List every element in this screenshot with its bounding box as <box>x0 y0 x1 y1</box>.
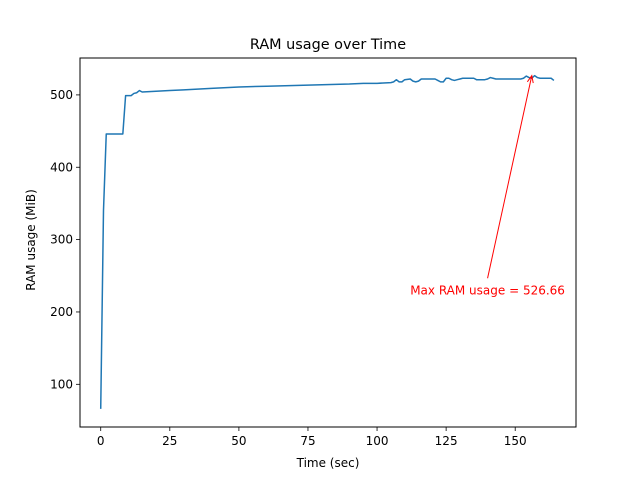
chart-title: RAM usage over Time <box>250 37 406 53</box>
annotation-arrowhead <box>526 74 534 84</box>
y-tick-label: 400 <box>50 160 73 174</box>
annotation-layer: Max RAM usage = 526.66 <box>410 74 565 297</box>
y-axis-title: RAM usage (MiB) <box>24 189 38 291</box>
max-ram-annotation: Max RAM usage = 526.66 <box>410 283 565 297</box>
y-axis-ticks: 100 200 300 400 500 <box>50 88 80 391</box>
plot-layer <box>99 74 555 409</box>
x-axis-title: Time (sec) <box>296 456 360 470</box>
x-tick-label: 150 <box>504 434 527 448</box>
y-axis-title-group: RAM usage (MiB) <box>24 189 38 291</box>
x-tick-label: 0 <box>97 434 105 448</box>
plot-area-frame <box>79 57 577 428</box>
series-line-0 <box>99 74 555 409</box>
x-axis-title-group: Time (sec) <box>296 456 360 470</box>
y-tick-label: 100 <box>50 377 73 391</box>
y-tick-label: 300 <box>50 233 73 247</box>
y-tick-label: 200 <box>50 305 73 319</box>
x-tick-label: 50 <box>231 434 246 448</box>
annotation-arrow <box>487 76 533 279</box>
x-axis-ticks: 0 25 50 75 100 125 150 <box>97 427 527 448</box>
x-tick-label: 75 <box>300 434 315 448</box>
x-tick-label: 100 <box>366 434 389 448</box>
y-tick-label: 500 <box>50 88 73 102</box>
x-tick-label: 125 <box>435 434 458 448</box>
x-tick-label: 25 <box>162 434 177 448</box>
